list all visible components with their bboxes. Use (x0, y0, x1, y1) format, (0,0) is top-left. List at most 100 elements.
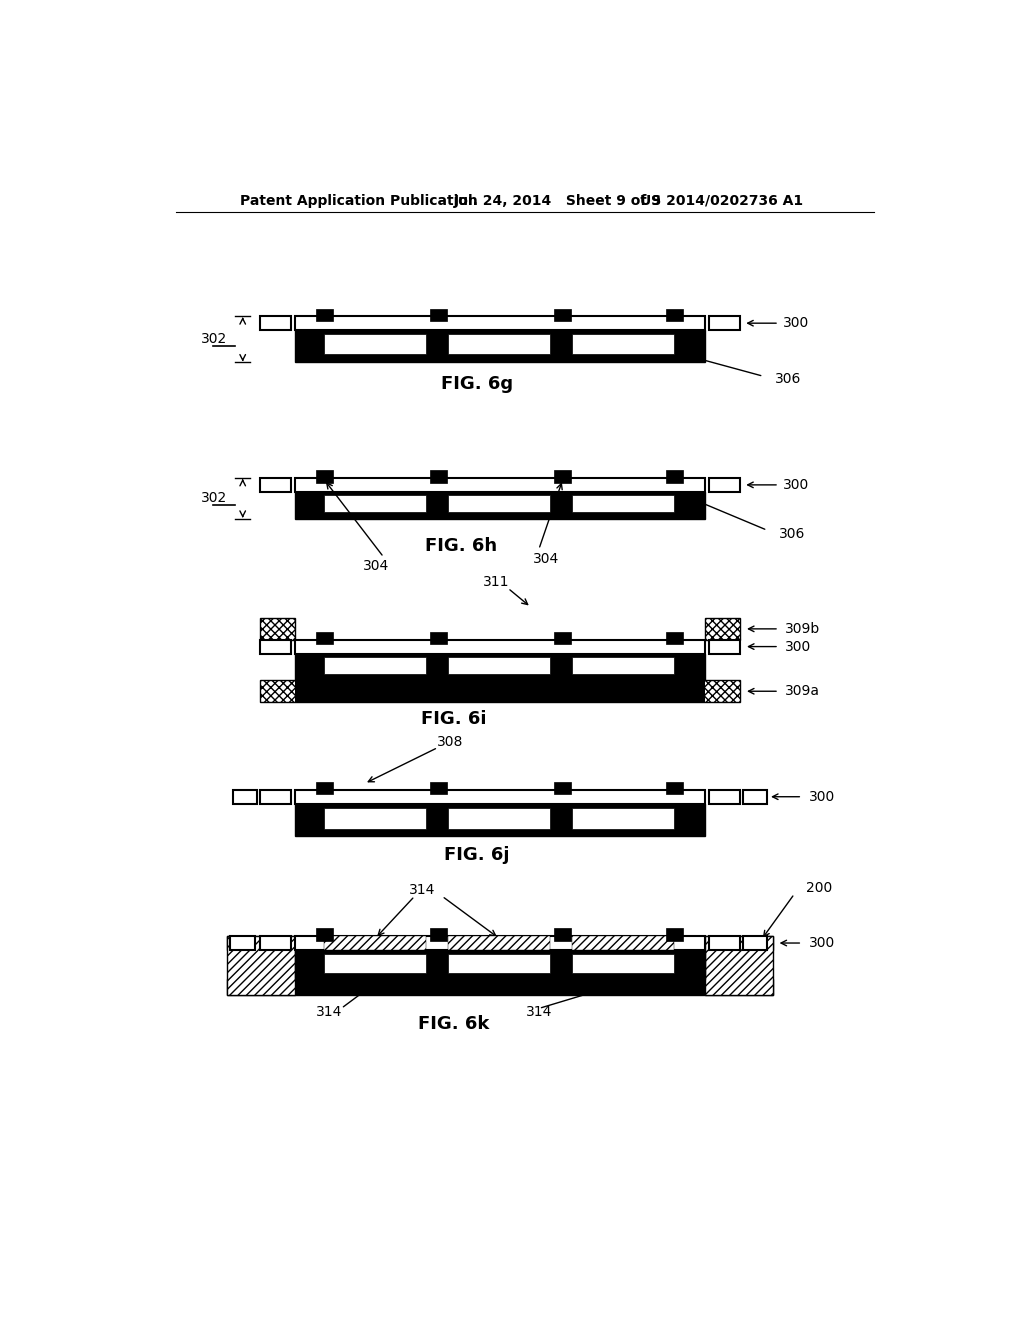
Bar (449, 808, 550, 829)
Bar (572, 954, 675, 973)
Bar (449, 936, 550, 950)
Bar (710, 478, 740, 492)
Bar (742, 789, 767, 804)
Bar (572, 936, 675, 950)
Text: US 2014/0202736 A1: US 2014/0202736 A1 (640, 194, 803, 207)
Text: 314: 314 (410, 883, 435, 896)
Text: FIG. 6k: FIG. 6k (418, 1015, 489, 1032)
Bar (666, 928, 683, 941)
Bar (666, 309, 683, 321)
Bar (554, 470, 571, 483)
Bar (324, 334, 426, 354)
Bar (295, 478, 706, 492)
Bar (430, 781, 447, 795)
Bar (324, 808, 426, 829)
Bar (706, 618, 740, 640)
Bar (706, 936, 773, 995)
Bar (554, 632, 571, 644)
Bar (315, 781, 333, 795)
Bar (572, 334, 675, 354)
Bar (430, 632, 447, 644)
Text: 302: 302 (201, 491, 227, 506)
Bar (449, 495, 550, 512)
Bar (324, 936, 426, 950)
Text: 300: 300 (783, 478, 809, 492)
Text: Jul. 24, 2014   Sheet 9 of 9: Jul. 24, 2014 Sheet 9 of 9 (454, 194, 662, 207)
Bar (572, 936, 675, 950)
Bar (430, 470, 447, 483)
Bar (572, 808, 675, 829)
Bar (295, 936, 706, 950)
Bar (260, 936, 291, 950)
Text: FIG. 6j: FIG. 6j (444, 846, 510, 865)
Bar (554, 309, 571, 321)
Bar (260, 618, 295, 640)
Text: Patent Application Publication: Patent Application Publication (241, 194, 478, 207)
Bar (260, 681, 740, 702)
Bar (666, 470, 683, 483)
Bar (295, 492, 706, 519)
Text: 300: 300 (809, 936, 835, 950)
Text: 311: 311 (483, 576, 509, 589)
Bar (295, 681, 706, 702)
Text: 306: 306 (779, 527, 805, 541)
Bar (260, 478, 291, 492)
Bar (295, 330, 706, 363)
Bar (227, 936, 773, 950)
Text: 314: 314 (525, 1005, 552, 1019)
Bar (430, 928, 447, 941)
Bar (742, 936, 767, 950)
Text: 304: 304 (534, 552, 560, 566)
Bar (324, 954, 426, 973)
Text: 306: 306 (775, 372, 802, 387)
Text: 304: 304 (362, 560, 389, 573)
Bar (295, 789, 706, 804)
Bar (554, 781, 571, 795)
Bar (260, 789, 291, 804)
Bar (295, 317, 706, 330)
Bar (710, 317, 740, 330)
Bar (710, 789, 740, 804)
Bar (295, 950, 706, 979)
Bar (449, 936, 550, 950)
Bar (232, 789, 257, 804)
Text: 200: 200 (806, 882, 833, 895)
Bar (324, 936, 426, 950)
Bar (554, 928, 571, 941)
Bar (295, 804, 706, 836)
Bar (315, 632, 333, 644)
Bar (295, 653, 706, 681)
Bar (295, 681, 706, 702)
Text: FIG. 6h: FIG. 6h (425, 537, 498, 554)
Bar (230, 936, 255, 950)
Bar (449, 954, 550, 973)
Text: 309b: 309b (785, 622, 820, 636)
Bar (315, 470, 333, 483)
Bar (295, 979, 706, 995)
Bar (324, 656, 426, 673)
Text: FIG. 6g: FIG. 6g (440, 375, 513, 393)
Bar (324, 495, 426, 512)
Bar (315, 309, 333, 321)
Text: 302: 302 (201, 333, 227, 346)
Text: FIG. 6i: FIG. 6i (421, 710, 486, 727)
Text: 300: 300 (783, 317, 809, 330)
Bar (430, 309, 447, 321)
Bar (295, 640, 706, 653)
Bar (449, 334, 550, 354)
Bar (227, 936, 295, 995)
Bar (260, 640, 291, 653)
Bar (666, 632, 683, 644)
Text: 300: 300 (785, 640, 811, 653)
Text: 308: 308 (436, 735, 463, 748)
Bar (315, 928, 333, 941)
Text: 300: 300 (809, 789, 835, 804)
Text: 314: 314 (316, 1005, 343, 1019)
Bar (572, 495, 675, 512)
Text: 309a: 309a (785, 684, 820, 698)
Bar (227, 979, 773, 995)
Bar (572, 656, 675, 673)
Bar (260, 317, 291, 330)
Bar (710, 936, 740, 950)
Bar (666, 781, 683, 795)
